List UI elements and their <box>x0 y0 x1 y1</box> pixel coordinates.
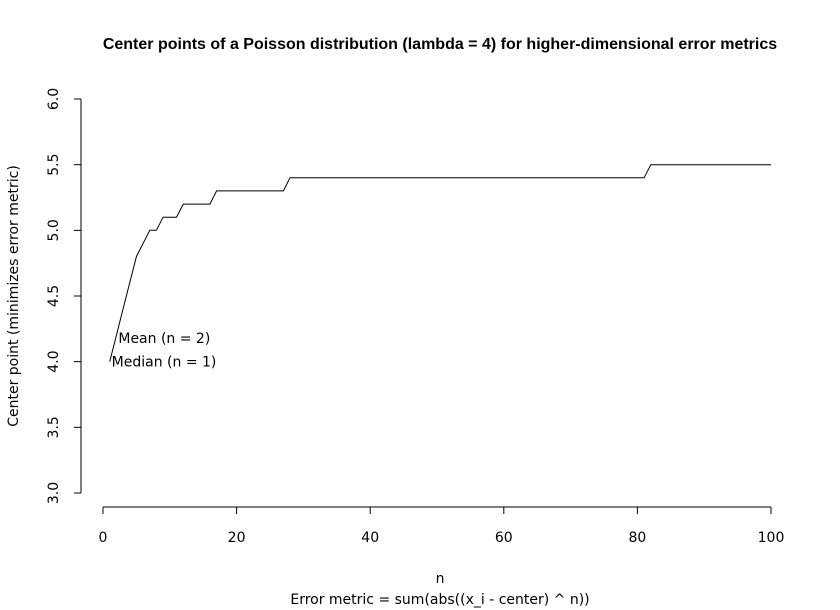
x-axis-formula: Error metric = sum(abs((x_i - center) ^ … <box>290 592 589 608</box>
y-tick-label: 4.0 <box>46 351 62 373</box>
annotations: Mean (n = 2) Median (n = 1) <box>112 331 217 371</box>
y-axis: 3.0 3.5 4.0 4.5 5.0 5.5 6.0 <box>46 88 82 504</box>
x-tick-label: 100 <box>758 530 785 546</box>
y-tick-label: 3.0 <box>46 482 62 504</box>
y-tick-label: 5.0 <box>46 219 62 241</box>
annotation-label: Mean (n = 2) <box>118 331 210 347</box>
y-tick-label: 5.5 <box>46 154 62 176</box>
series-line <box>109 164 771 362</box>
x-axis: 0 20 40 60 80 100 <box>99 506 785 546</box>
y-tick-label: 3.5 <box>46 416 62 438</box>
y-tick-label: 6.0 <box>46 88 62 110</box>
plot-area <box>109 164 771 362</box>
y-tick-label: 4.5 <box>46 285 62 307</box>
x-tick-label: 80 <box>628 530 646 546</box>
chart-title: Center points of a Poisson distribution … <box>103 36 777 53</box>
x-tick-label: 20 <box>228 530 246 546</box>
x-axis-label: n <box>436 571 445 587</box>
x-tick-label: 0 <box>99 530 108 546</box>
x-tick-label: 40 <box>361 530 379 546</box>
x-tick-label: 60 <box>495 530 513 546</box>
y-axis-label: Center point (minimizes error metric) <box>6 165 22 427</box>
annotation-label: Median (n = 1) <box>112 355 217 371</box>
